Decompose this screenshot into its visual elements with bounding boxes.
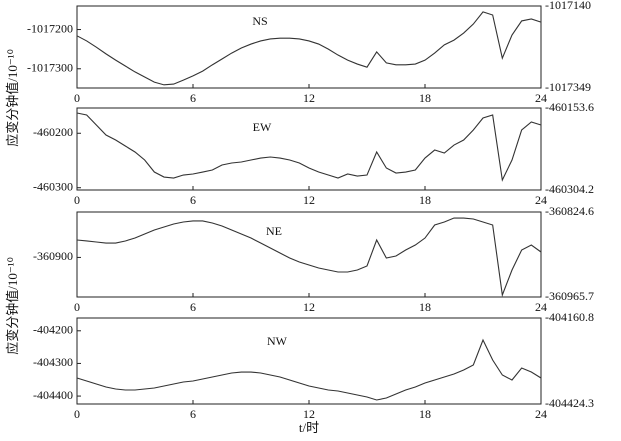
x-tick-label: 0 <box>74 300 80 314</box>
y2-tick-label: -404160.8 <box>545 310 594 324</box>
x-tick-label: 18 <box>419 193 431 207</box>
y-tick-label: -1017300 <box>27 61 73 75</box>
x-tick-label: 24 <box>535 91 547 105</box>
y2-tick-label: -360965.7 <box>545 289 594 303</box>
y-tick-label: -360900 <box>33 249 73 263</box>
y-tick-label: -404200 <box>33 323 73 337</box>
plot-frame <box>76 5 542 89</box>
x-tick-label: 24 <box>535 300 547 314</box>
y-tick-label: -460300 <box>33 179 73 193</box>
x-tick-label: 6 <box>190 300 196 314</box>
data-line <box>76 11 542 86</box>
x-tick-label: 6 <box>190 407 196 421</box>
x-tick-label: 12 <box>303 193 315 207</box>
y-axis-label: 应变分钟值/10⁻¹⁰ <box>5 49 20 147</box>
x-tick-label: 12 <box>303 91 315 105</box>
data-line <box>76 338 542 401</box>
plot-frame <box>76 107 542 191</box>
x-tick-label: 24 <box>535 193 547 207</box>
x-tick-label: 6 <box>190 91 196 105</box>
y-tick-label: -460200 <box>33 125 73 139</box>
y2-tick-label: -404424.3 <box>545 396 594 410</box>
component-label: NW <box>267 334 288 348</box>
y2-tick-label: -1017140 <box>545 0 591 12</box>
x-tick-label: 12 <box>303 300 315 314</box>
y2-tick-label: -360824.6 <box>545 204 594 218</box>
component-label: NE <box>266 224 282 238</box>
y-tick-label: -1017200 <box>27 21 73 35</box>
data-line <box>76 217 542 298</box>
x-axis-label: t/时 <box>299 420 319 435</box>
x-tick-label: 6 <box>190 193 196 207</box>
x-tick-label: 12 <box>303 407 315 421</box>
data-line <box>76 112 542 182</box>
x-tick-label: 18 <box>419 407 431 421</box>
y-axis-label: 应变分钟值/10⁻¹⁰ <box>5 257 20 355</box>
x-tick-label: 0 <box>74 91 80 105</box>
y2-tick-label: -1017349 <box>545 80 591 94</box>
x-tick-label: 18 <box>419 300 431 314</box>
y2-tick-label: -460304.2 <box>545 182 594 196</box>
x-tick-label: 0 <box>74 407 80 421</box>
component-label: NS <box>252 14 267 28</box>
y2-tick-label: -460153.6 <box>545 100 594 114</box>
x-tick-label: 24 <box>535 407 547 421</box>
y-tick-label: -404300 <box>33 355 73 369</box>
x-tick-label: 18 <box>419 91 431 105</box>
plot-frame <box>76 211 542 298</box>
y-tick-label: -404400 <box>33 388 73 402</box>
plot-frame <box>76 317 542 405</box>
component-label: EW <box>253 120 272 134</box>
x-tick-label: 0 <box>74 193 80 207</box>
